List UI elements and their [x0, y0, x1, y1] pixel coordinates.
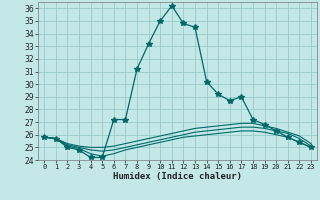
X-axis label: Humidex (Indice chaleur): Humidex (Indice chaleur)	[113, 172, 242, 181]
